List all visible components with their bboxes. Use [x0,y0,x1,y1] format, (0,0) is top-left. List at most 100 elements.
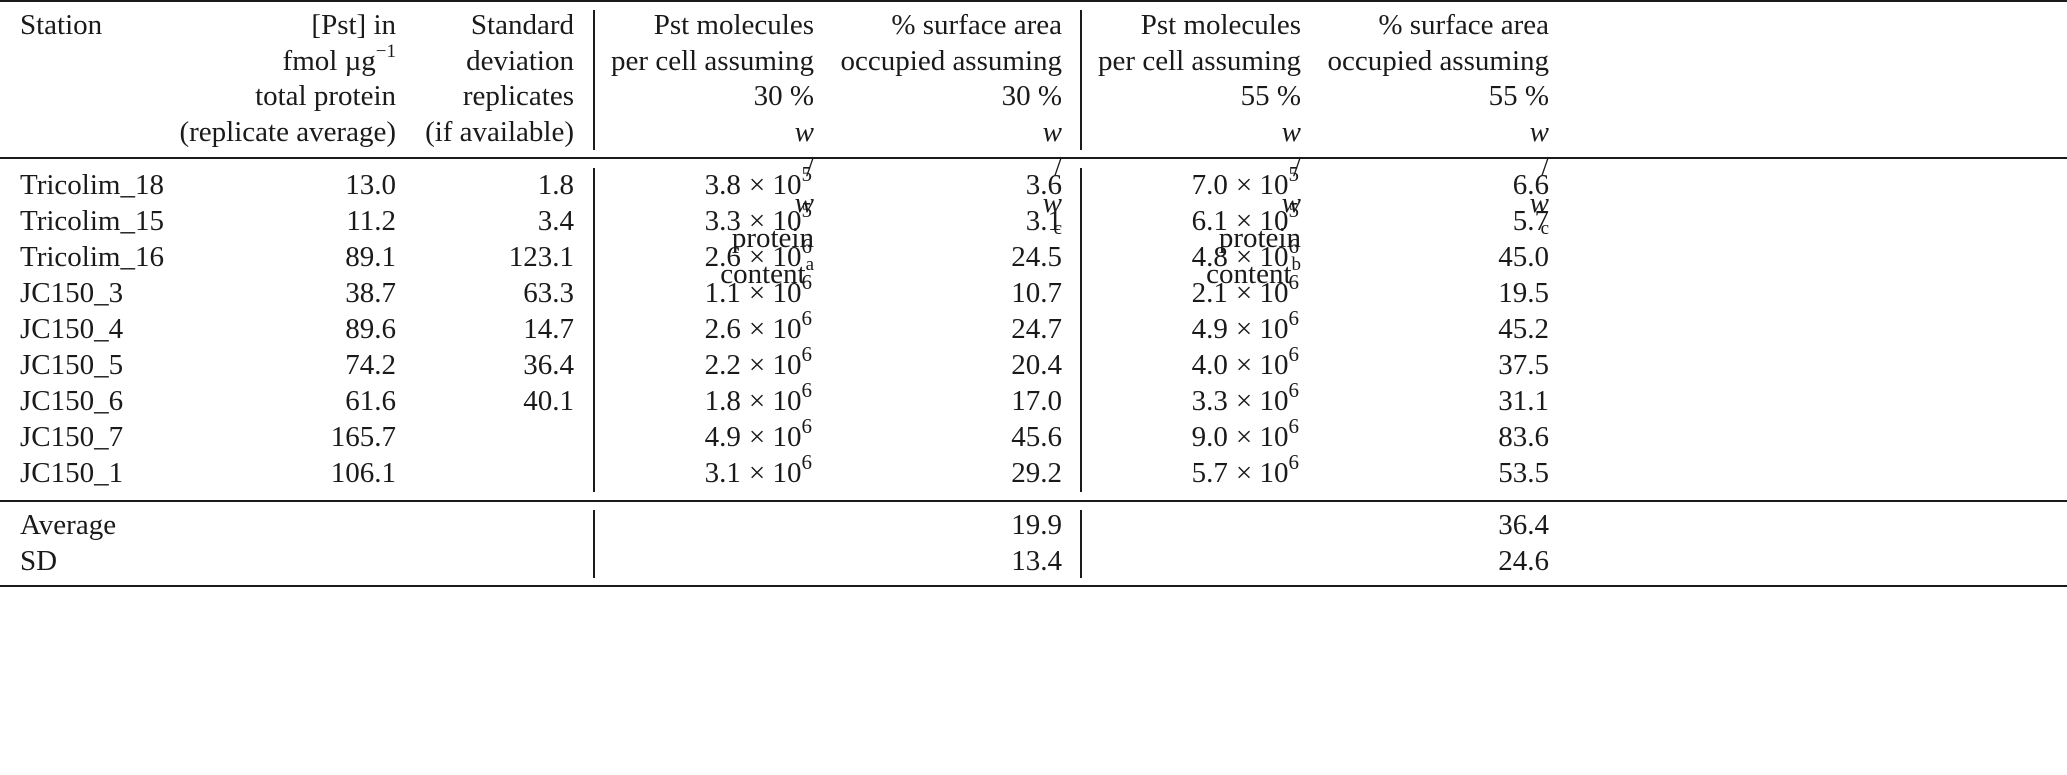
pst-cell: 11.2 [346,205,396,237]
times-ten: × 10 [1235,385,1289,417]
molecules-55-cell: 4.0 × 106 [1085,344,1299,384]
column-divider-1 [593,510,595,578]
bottom-rule [0,585,2067,587]
pst-cell: 13.0 [345,169,396,201]
station-cell: JC150_7 [20,421,124,453]
exponent: 5 [1288,198,1300,223]
molecules-30-cell: 3.1 × 106 [600,452,812,492]
column-divider-2 [1080,10,1082,150]
molecules-30-cell: 4.9 × 106 [600,416,812,456]
header-pst-concentration: [Pst] in fmol µg−1 total protein (replic… [179,9,396,148]
molecules-55-cell: 6.1 × 105 [1085,200,1299,240]
sd-cell: 14.7 [523,313,574,345]
times-ten: × 10 [748,385,802,417]
times-ten: × 10 [1235,313,1289,345]
sd-cell: 1.8 [537,169,574,201]
times-ten: × 10 [1235,421,1289,453]
surface-area-55-cell: 45.2 [1498,313,1549,345]
surface-area-55-cell: 19.5 [1498,277,1549,309]
header-rule [0,157,2067,159]
surface-area-30-cell: 24.5 [1011,241,1062,273]
exponent: 6 [801,270,813,295]
molecules-30-cell: 1.1 × 106 [600,272,812,312]
surface-area-30-cell: 3.6 [1025,169,1062,201]
molecules-30-cell: 3.8 × 105 [600,164,812,204]
exponent: 6 [801,378,813,403]
exponent: 6 [1288,414,1300,439]
surface-area-30-cell: 20.4 [1011,349,1062,381]
molecules-55-cell: 4.8 × 106 [1085,236,1299,276]
mantissa: 1.1 [704,277,741,309]
molecules-55-cell: 5.7 × 106 [1085,452,1299,492]
mantissa: 2.1 [1191,277,1228,309]
mantissa: 6.1 [1191,205,1228,237]
exponent: 6 [1288,342,1300,367]
surface-area-30-cell: 3.1 [1025,205,1062,237]
pst-cell: 89.1 [345,241,396,273]
times-ten: × 10 [1235,349,1289,381]
sd-cell: 3.4 [537,205,574,237]
times-ten: × 10 [748,277,802,309]
header-station: Station [20,9,103,41]
surface-area-30-cell: 17.0 [1011,385,1062,417]
column-divider-2 [1080,510,1082,578]
pst-cell: 165.7 [330,421,396,453]
times-ten: × 10 [1235,169,1289,201]
times-ten: × 10 [748,205,802,237]
mantissa: 3.1 [704,457,741,489]
surface-area-30-cell: 19.9 [1011,509,1062,541]
column-divider-2 [1080,168,1082,492]
mantissa: 9.0 [1191,421,1228,453]
exponent: 6 [801,450,813,475]
molecules-55-cell: 9.0 × 106 [1085,416,1299,456]
surface-area-30-cell: 10.7 [1011,277,1062,309]
station-cell: JC150_1 [20,457,124,489]
mantissa: 3.8 [704,169,741,201]
molecules-30-cell: 1.8 × 106 [600,380,812,420]
surface-area-55-cell: 6.6 [1512,169,1549,201]
header-molecules-55: Pst molecules per cell assuming 55 % w / w… [1098,9,1301,290]
mantissa: 1.8 [704,385,741,417]
molecules-30-cell: 2.6 × 106 [600,308,812,348]
times-ten: × 10 [1235,277,1289,309]
mantissa: 3.3 [704,205,741,237]
surface-area-30-cell: 29.2 [1011,457,1062,489]
mantissa: 2.6 [704,241,741,273]
surface-area-30-cell: 13.4 [1011,545,1062,577]
mantissa: 4.0 [1191,349,1228,381]
times-ten: × 10 [748,349,802,381]
station-cell: Tricolim_18 [20,169,164,201]
sd-cell: 63.3 [523,277,574,309]
molecules-55-cell: 2.1 × 106 [1085,272,1299,312]
molecules-55-cell: 3.3 × 106 [1085,380,1299,420]
summary-label: SD [20,545,58,577]
exponent: 6 [1288,450,1300,475]
mantissa: 7.0 [1191,169,1228,201]
exponent: 5 [801,198,813,223]
sd-cell: 36.4 [523,349,574,381]
exponent: 6 [1288,306,1300,331]
pst-cell: 89.6 [345,313,396,345]
pst-cell: 61.6 [345,385,396,417]
surface-area-55-cell: 53.5 [1498,457,1549,489]
surface-area-30-cell: 45.6 [1011,421,1062,453]
exponent: 6 [801,306,813,331]
exponent: 6 [801,414,813,439]
top-rule [0,0,2067,2]
surface-area-55-cell: 24.6 [1498,545,1549,577]
times-ten: × 10 [748,457,802,489]
station-cell: Tricolim_15 [20,205,164,237]
station-cell: JC150_4 [20,313,124,345]
body-rule [0,500,2067,502]
molecules-30-cell: 2.6 × 106 [600,236,812,276]
exponent: 6 [1288,378,1300,403]
surface-area-55-cell: 83.6 [1498,421,1549,453]
times-ten: × 10 [748,313,802,345]
times-ten: × 10 [1235,457,1289,489]
molecules-30-cell: 3.3 × 105 [600,200,812,240]
exponent: 5 [1288,162,1300,187]
pst-cell: 74.2 [345,349,396,381]
column-divider-1 [593,168,595,492]
exponent: 6 [1288,234,1300,259]
station-cell: JC150_3 [20,277,124,309]
